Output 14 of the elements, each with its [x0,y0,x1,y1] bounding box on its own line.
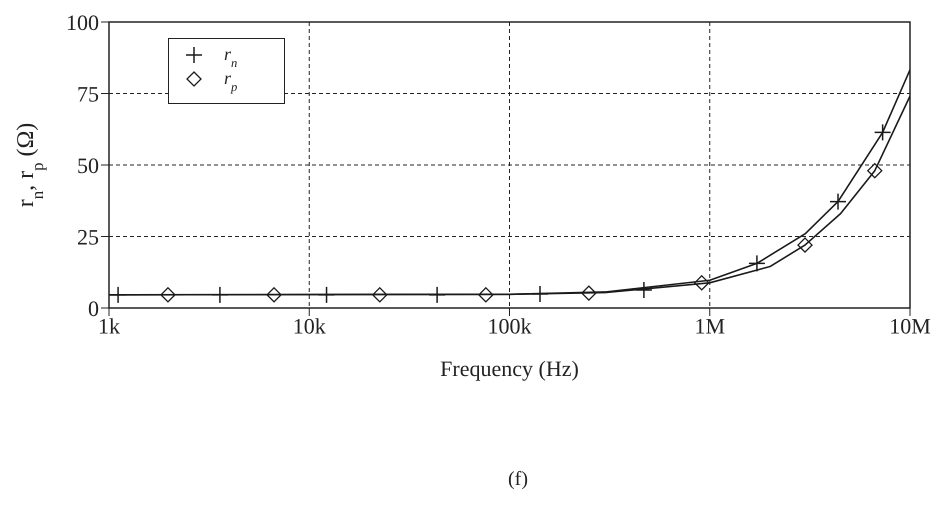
legend-label: r$_{n}$ [224,44,238,70]
x-axis-title: Frequency (Hz) [440,356,579,381]
y-tick-label: 0 [88,296,99,321]
y-tick-label: 100 [66,10,99,35]
x-tick-label: 1M [694,314,726,339]
y-tick-label: 75 [77,81,99,106]
y-tick-label: 50 [77,152,99,178]
legend-label: r$_{p}$ [224,68,238,94]
x-tick-label: 1k [98,314,120,339]
x-tick-label: 10M [889,314,931,339]
x-tick-label: 10k [292,314,326,339]
x-tick-label: 100k [488,314,532,339]
y-tick-label: 25 [77,224,99,250]
text: (f) [507,468,529,491]
